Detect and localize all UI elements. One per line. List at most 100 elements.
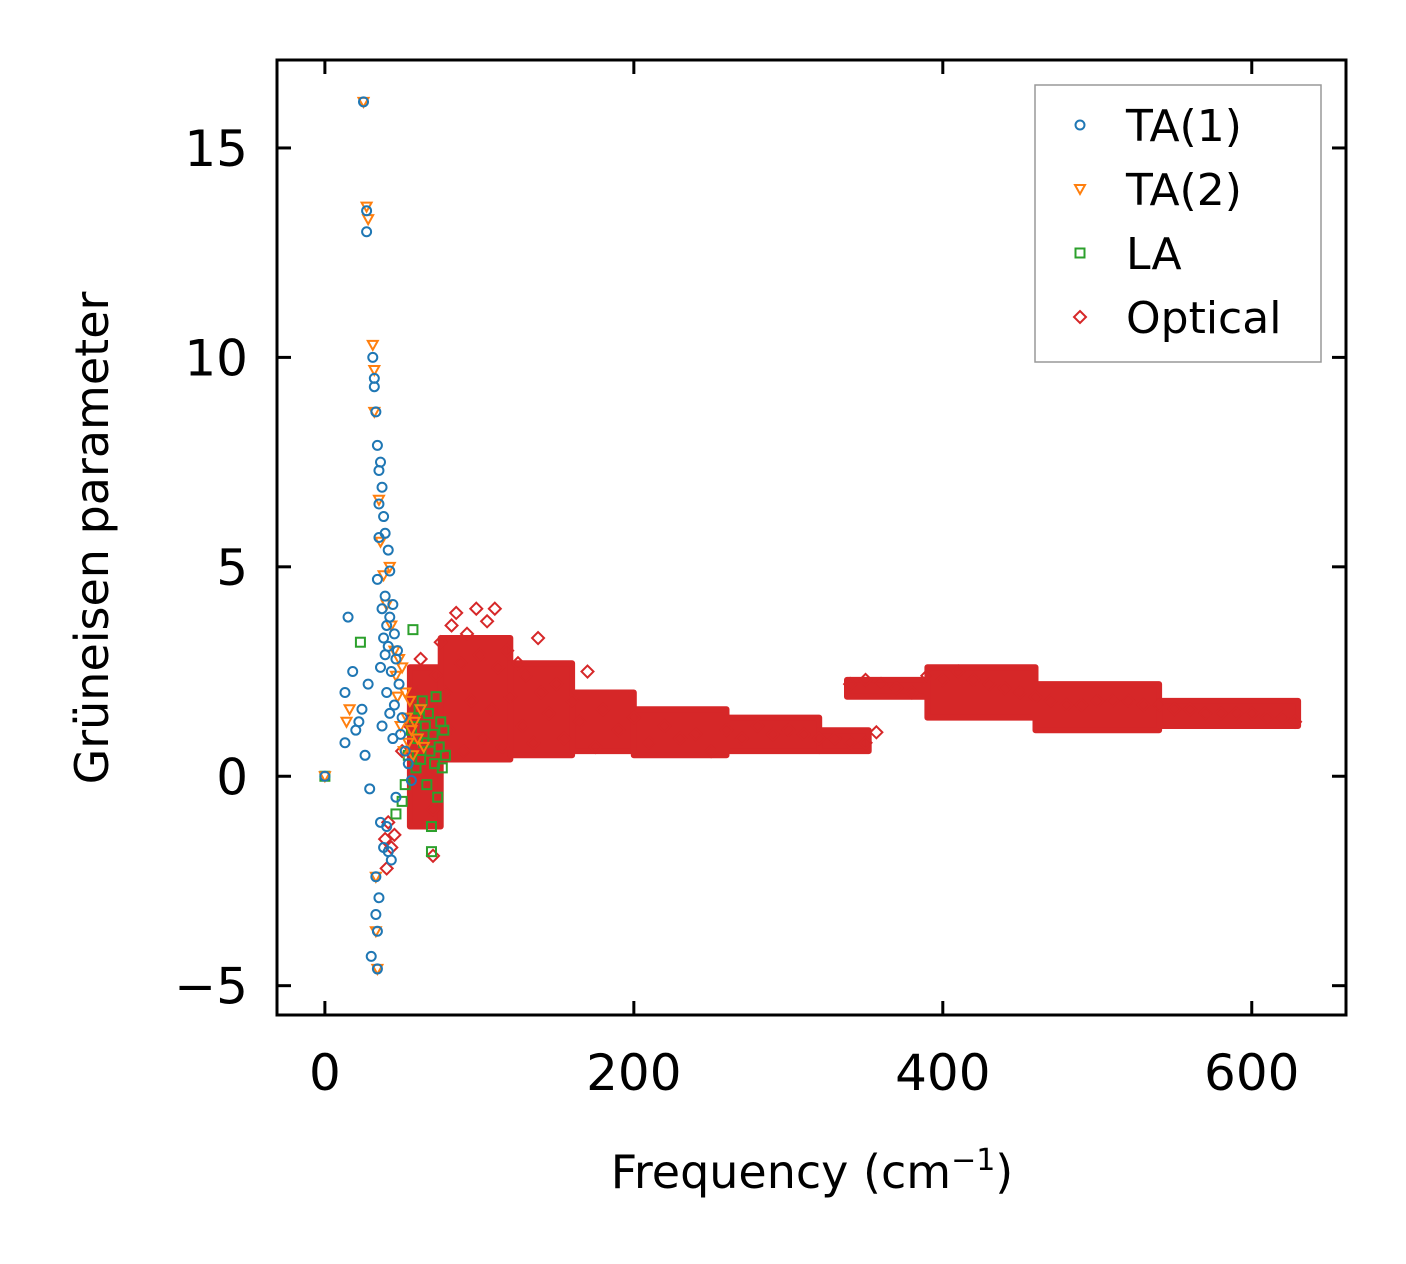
point-ta-2: [367, 364, 382, 378]
point-optical: [459, 626, 475, 642]
point-optical: [464, 693, 480, 709]
point-optical: [1074, 697, 1090, 713]
point-ta-1: [375, 661, 387, 673]
legend-marker-ta-1: [1074, 119, 1086, 131]
x-tick-label: 600: [1204, 1044, 1299, 1102]
point-optical: [1167, 701, 1182, 717]
series-ta-1: [319, 96, 417, 975]
point-ta-1: [388, 628, 400, 640]
point-optical: [510, 655, 526, 671]
point-ta-2: [390, 691, 405, 704]
point-optical: [487, 601, 503, 617]
point-ta-2: [401, 737, 416, 750]
point-la: [354, 636, 366, 648]
point-ta-1: [356, 703, 368, 715]
point-ta-1: [342, 611, 354, 623]
point-ta-1: [364, 783, 376, 795]
point-ta-2: [407, 716, 422, 729]
legend-item-ta-1: TA(1): [1074, 101, 1242, 152]
point-optical: [441, 722, 456, 738]
point-optical: [556, 731, 572, 746]
point-la: [421, 779, 433, 791]
point-optical: [750, 718, 765, 734]
point-ta-1: [376, 720, 388, 732]
point-ta-2: [339, 716, 354, 729]
point-ta-1: [388, 699, 400, 711]
point-ta-2: [413, 704, 428, 717]
point-optical: [1244, 706, 1260, 721]
point-la: [439, 749, 451, 761]
data-points-layer: [318, 96, 1303, 976]
y-tick-label: 5: [216, 539, 248, 597]
legend-marker-ta-2: [1073, 184, 1087, 197]
point-optical: [765, 726, 781, 742]
point-ta-2: [403, 695, 417, 708]
point-la: [433, 741, 445, 753]
point-ta-1: [361, 205, 373, 217]
point-ta-1: [373, 498, 385, 510]
point-optical: [499, 643, 515, 659]
point-la: [436, 762, 448, 774]
point-optical: [657, 718, 673, 734]
point-optical: [919, 668, 935, 684]
point-optical: [966, 672, 982, 688]
point-ta-1: [387, 599, 399, 611]
optical-band-layer: [406, 635, 1302, 830]
y-axis-label: Grüneisen parameter: [65, 291, 119, 784]
point-optical: [935, 672, 951, 688]
point-ta-1: [362, 678, 374, 690]
point-optical: [1028, 689, 1043, 705]
y-tick-label: 10: [184, 329, 248, 387]
legend: TA(1) TA(2) LA Optical: [1034, 84, 1322, 363]
point-ta-1: [368, 381, 380, 393]
point-ta-1: [358, 96, 370, 108]
point-optical: [530, 630, 546, 646]
point-optical: [858, 735, 873, 751]
point-optical: [842, 735, 858, 751]
point-ta-1: [378, 511, 390, 523]
optical-band-11: [1156, 697, 1302, 729]
point-ta-1: [381, 686, 393, 698]
point-ta-1: [371, 925, 383, 937]
point-optical: [641, 735, 657, 751]
point-ta-1: [399, 745, 411, 757]
point-la: [419, 720, 431, 732]
axis-ticks: [277, 60, 1346, 1015]
legend-item-ta-2: TA(2): [1073, 165, 1242, 216]
point-optical: [564, 693, 580, 709]
point-ta-1: [384, 611, 396, 623]
point-ta-1: [359, 749, 371, 761]
point-optical: [827, 731, 843, 746]
point-optical: [842, 676, 858, 692]
point-ta-1: [347, 666, 359, 678]
point-optical: [1287, 714, 1303, 730]
point-ta-2: [406, 750, 420, 763]
point-optical: [734, 731, 750, 746]
point-optical: [572, 714, 588, 730]
point-optical: [868, 724, 884, 740]
point-optical: [1089, 693, 1105, 709]
point-optical: [889, 680, 904, 696]
point-optical: [904, 685, 920, 700]
point-ta-1: [371, 439, 383, 451]
point-optical: [468, 601, 484, 617]
legend-box: [1034, 84, 1322, 363]
legend-item-optical: Optical: [1072, 293, 1281, 344]
point-ta-2: [417, 741, 431, 754]
point-optical: [858, 672, 873, 688]
x-tick-label: 400: [895, 1044, 990, 1102]
point-optical: [1120, 693, 1136, 709]
point-ta-1: [376, 603, 388, 615]
point-ta-1: [390, 791, 402, 803]
point-optical: [448, 605, 464, 621]
point-ta-1: [379, 527, 391, 539]
point-optical: [1136, 697, 1152, 713]
point-la: [422, 707, 434, 719]
point-ta-1: [402, 758, 414, 770]
point-optical: [1058, 697, 1074, 713]
point-optical: [394, 743, 410, 759]
point-ta-1: [361, 226, 373, 238]
point-ta-1: [339, 686, 351, 698]
plot-frame: [275, 58, 1348, 1017]
point-optical: [386, 827, 402, 843]
